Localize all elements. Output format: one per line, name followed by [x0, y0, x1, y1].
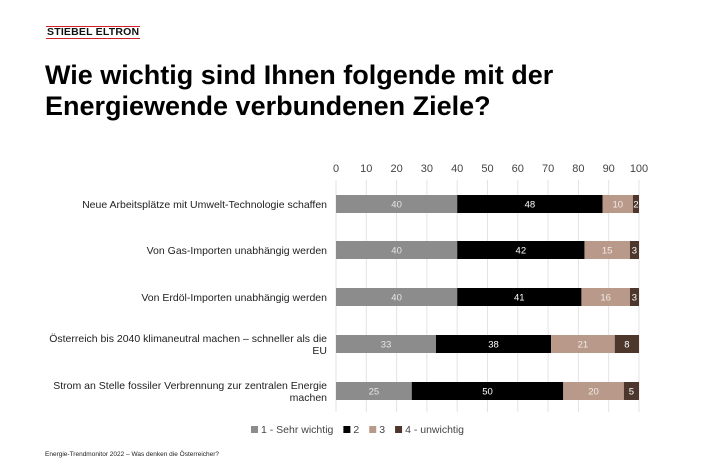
bar-segment — [336, 382, 412, 400]
bar-segment — [336, 335, 436, 353]
data-label: 42 — [516, 246, 527, 257]
x-tick-label: 100 — [630, 163, 648, 175]
category-label: Strom an Stelle fossiler Verbrennung zur… — [53, 380, 327, 392]
bar-segment — [614, 335, 639, 353]
data-label: 3 — [632, 246, 637, 257]
data-label: 3 — [632, 293, 637, 304]
logo: STIEBEL ELTRON — [46, 26, 141, 39]
footer-source: Energie-Trendmonitor 2022 – Was denken d… — [45, 451, 220, 458]
bar-segment — [457, 288, 582, 306]
category-label: Von Erdöl-Importen unabhängig werden — [141, 292, 327, 304]
data-label: 10 — [613, 200, 624, 211]
bar-segment — [581, 288, 630, 306]
x-tick-label: 40 — [451, 163, 463, 175]
legend-label: 3 — [379, 424, 385, 436]
bar-segment — [336, 241, 458, 259]
data-label: 21 — [578, 340, 589, 351]
bar-segment — [632, 195, 639, 213]
data-label: 33 — [381, 340, 392, 351]
x-tick-label: 0 — [333, 163, 339, 175]
data-label: 8 — [624, 340, 629, 351]
title-line-2: Energiewende verbundenen Ziele? — [45, 91, 491, 121]
legend-label: 2 — [353, 424, 359, 436]
bar-segment — [336, 195, 458, 213]
data-label: 25 — [369, 387, 380, 398]
data-label: 40 — [391, 246, 402, 257]
category-label: Neue Arbeitsplätze mit Umwelt-Technologi… — [82, 199, 327, 211]
data-label: 16 — [600, 293, 611, 304]
bar-segment — [457, 241, 585, 259]
category-label: machen — [290, 392, 328, 404]
data-label: 15 — [602, 246, 613, 257]
legend-swatch — [369, 426, 377, 433]
x-tick-label: 90 — [603, 163, 615, 175]
data-label: 40 — [391, 200, 402, 211]
bar-segment — [411, 382, 564, 400]
bar-segment — [435, 335, 552, 353]
x-tick-label: 80 — [572, 163, 584, 175]
x-tick-label: 10 — [360, 163, 372, 175]
legend-swatch — [343, 426, 351, 433]
data-label: 40 — [391, 293, 402, 304]
category-label: Österreich bis 2040 klimaneutral machen … — [49, 333, 327, 345]
data-label: 41 — [514, 293, 525, 304]
bar-segment — [336, 288, 458, 306]
data-label: 38 — [488, 340, 499, 351]
data-label: 20 — [588, 387, 599, 398]
legend-label: 4 - unwichtig — [405, 424, 464, 436]
legend-label: 1 - Sehr wichtig — [261, 424, 334, 436]
x-tick-label: 20 — [390, 163, 402, 175]
bar-segment — [629, 288, 639, 306]
data-label: 48 — [525, 200, 536, 211]
page-title: Wie wichtig sind Ihnen folgende mit der E… — [45, 60, 553, 122]
bar-segment — [551, 335, 615, 353]
category-label: Von Gas-Importen unabhängig werden — [147, 245, 328, 257]
title-line-1: Wie wichtig sind Ihnen folgende mit der — [45, 60, 554, 90]
category-label: EU — [312, 345, 327, 357]
x-tick-label: 70 — [542, 163, 554, 175]
bar-segment — [584, 241, 630, 259]
data-label: 2 — [633, 200, 638, 211]
bar-segment — [623, 382, 639, 400]
legend-swatch — [395, 426, 403, 433]
x-tick-label: 30 — [421, 163, 433, 175]
bar-segment — [457, 195, 603, 213]
data-label: 5 — [629, 387, 634, 398]
bar-segment — [563, 382, 624, 400]
legend-swatch — [251, 426, 258, 433]
data-label: 50 — [482, 387, 493, 398]
bar-segment — [629, 241, 639, 259]
bar-segment — [602, 195, 633, 213]
x-tick-label: 60 — [512, 163, 524, 175]
x-tick-label: 50 — [481, 163, 493, 175]
